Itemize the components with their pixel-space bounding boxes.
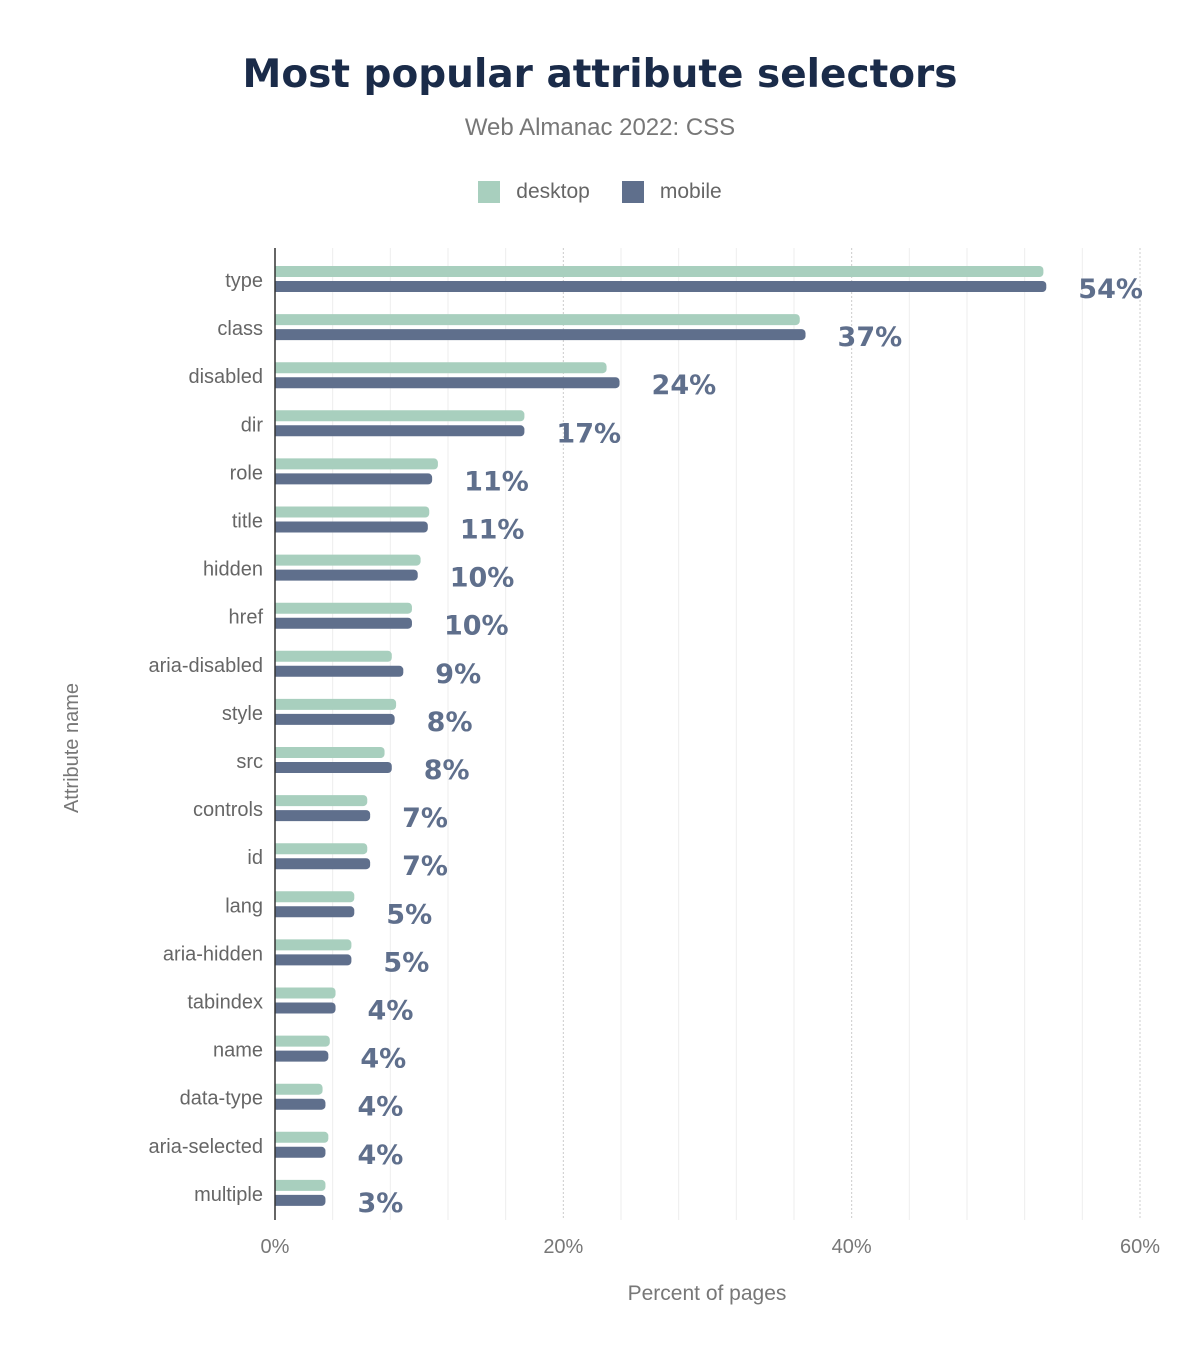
category-label: disabled <box>188 366 263 388</box>
legend-item-mobile[interactable]: mobile <box>621 180 722 204</box>
category-label: class <box>217 318 263 340</box>
legend-swatch-mobile <box>621 181 644 203</box>
bar-desktop <box>275 843 368 855</box>
bar-mobile <box>275 665 404 677</box>
y-axis-label: Attribute name <box>61 683 83 813</box>
bar-desktop <box>275 1083 323 1095</box>
category-label: aria-selected <box>148 1136 263 1158</box>
data-label: 4% <box>368 996 414 1027</box>
data-label: 54% <box>1078 274 1143 305</box>
data-label: 10% <box>450 563 515 594</box>
bar-desktop <box>275 554 421 566</box>
category-label: dir <box>241 414 264 436</box>
bar-mobile <box>275 473 433 485</box>
bar-desktop <box>275 650 392 662</box>
data-label: 17% <box>556 418 621 449</box>
legend-label-desktop: desktop <box>516 180 590 203</box>
data-label: 11% <box>464 466 529 497</box>
data-label: 24% <box>652 370 717 401</box>
category-label: href <box>229 607 264 629</box>
data-label: 8% <box>424 755 470 786</box>
category-label: src <box>236 751 263 773</box>
category-label: type <box>225 270 263 292</box>
bar-desktop <box>275 1179 326 1191</box>
bar-mobile <box>275 377 620 389</box>
category-label: id <box>247 847 263 869</box>
data-label: 5% <box>386 899 432 930</box>
bar-desktop <box>275 266 1044 277</box>
bar-desktop <box>275 314 800 326</box>
bar-mobile <box>275 906 355 918</box>
data-label: 4% <box>360 1044 406 1075</box>
bar-mobile <box>275 1050 329 1062</box>
category-label: lang <box>225 895 263 917</box>
bar-desktop <box>275 362 607 374</box>
category-label: aria-disabled <box>148 655 263 677</box>
category-label: title <box>232 511 263 533</box>
data-label: 11% <box>460 515 525 546</box>
data-label: 7% <box>402 851 448 882</box>
category-label: style <box>222 703 263 725</box>
data-label: 7% <box>402 803 448 834</box>
data-label: 4% <box>357 1092 403 1123</box>
legend: desktop mobile <box>0 180 1200 204</box>
bar-mobile <box>275 1194 326 1206</box>
bar-mobile <box>275 1146 326 1158</box>
bar-mobile <box>275 281 1047 292</box>
bar-desktop <box>275 698 397 710</box>
bar-desktop <box>275 1035 330 1047</box>
data-label: 5% <box>383 947 429 978</box>
data-label: 3% <box>357 1188 403 1219</box>
bar-desktop <box>275 747 385 758</box>
chart-subtitle: Web Almanac 2022: CSS <box>464 114 736 141</box>
bar-desktop <box>275 410 525 422</box>
data-label: 37% <box>838 322 903 353</box>
bar-mobile <box>275 762 392 773</box>
data-label: 4% <box>357 1140 403 1171</box>
bar-mobile <box>275 521 428 533</box>
category-label: data-type <box>180 1088 263 1110</box>
bar-mobile <box>275 617 412 629</box>
bar-mobile <box>275 329 806 341</box>
category-label: aria-hidden <box>163 943 263 965</box>
bar-desktop <box>275 458 438 470</box>
bar-desktop <box>275 987 336 999</box>
category-label: controls <box>193 799 263 821</box>
category-label: hidden <box>203 559 263 581</box>
legend-label-mobile: mobile <box>659 180 722 203</box>
bar-mobile <box>275 810 371 822</box>
x-tick-label: 0% <box>261 1236 290 1258</box>
bar-desktop <box>275 795 368 807</box>
legend-swatch-desktop <box>478 181 501 203</box>
bar-mobile <box>275 713 395 725</box>
bar-desktop <box>275 602 412 614</box>
x-tick-label: 40% <box>832 1236 872 1258</box>
category-label: name <box>213 1040 263 1062</box>
bar-mobile <box>275 1098 326 1110</box>
bar-desktop <box>275 891 355 903</box>
bar-desktop <box>275 506 430 518</box>
bar-mobile <box>275 569 418 581</box>
bar-desktop <box>275 939 352 951</box>
x-axis-label: Percent of pages <box>628 1282 787 1305</box>
category-label: tabindex <box>187 992 263 1014</box>
x-tick-label: 20% <box>543 1236 583 1258</box>
category-label: multiple <box>194 1184 263 1206</box>
category-label: role <box>230 462 263 484</box>
bar-desktop <box>275 1131 329 1143</box>
data-label: 8% <box>427 707 473 738</box>
bar-mobile <box>275 954 352 966</box>
bar-mobile <box>275 425 525 437</box>
bar-mobile <box>275 858 371 870</box>
legend-item-desktop[interactable]: desktop <box>478 180 590 204</box>
bar-mobile <box>275 1002 336 1014</box>
x-tick-label: 60% <box>1120 1236 1160 1258</box>
chart-title: Most popular attribute selectors <box>242 52 958 97</box>
data-label: 9% <box>435 659 481 690</box>
data-label: 10% <box>444 611 509 642</box>
